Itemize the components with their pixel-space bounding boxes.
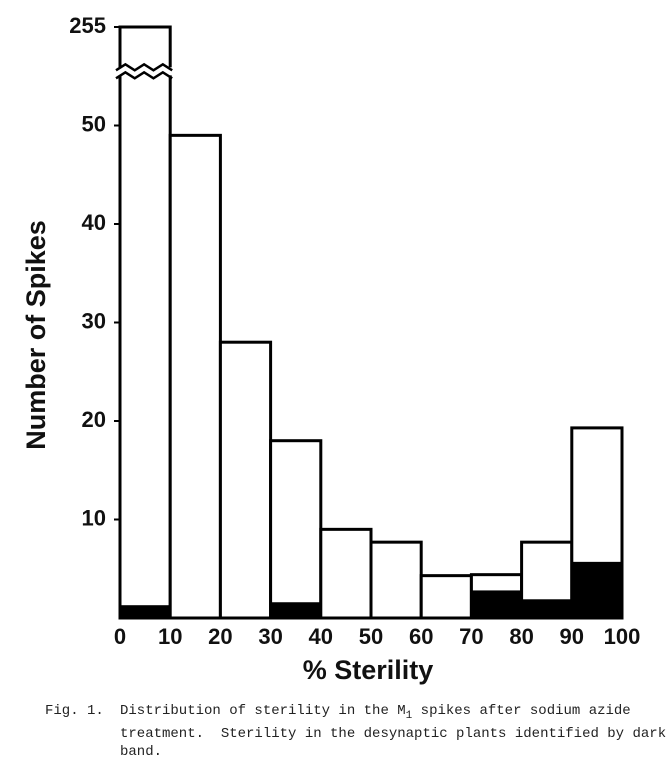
bar — [168, 133, 222, 620]
caption-text: Distribution of sterility in the M — [120, 703, 406, 719]
axis-break — [115, 62, 173, 72]
x-axis-label: % Sterility — [303, 655, 434, 685]
x-tick-label: 10 — [158, 624, 182, 649]
chart: % Sterility Number of Spikes 10 20 30 40 50 2… — [21, 13, 641, 685]
x-tick-label: 90 — [560, 624, 584, 649]
caption-label: Fig. 1. — [45, 703, 104, 719]
bar — [369, 540, 423, 620]
caption: Distribution of sterility in the M1 spik… — [120, 702, 670, 761]
bar — [419, 574, 473, 620]
y-tick-label: 40 — [82, 210, 106, 235]
x-tick-label: 70 — [459, 624, 483, 649]
caption-text: spikes after sodium azide treatment. Ste… — [120, 703, 667, 760]
x-tick-label: 40 — [309, 624, 333, 649]
bar — [269, 439, 323, 620]
caption-subscript: 1 — [405, 709, 413, 722]
x-tick-label: 80 — [509, 624, 533, 649]
bar — [218, 340, 273, 620]
bar — [319, 527, 373, 620]
dark-band — [571, 561, 622, 618]
y-tick-label: 50 — [82, 111, 106, 136]
dark-band — [471, 590, 522, 618]
axis-break-gap — [114, 67, 173, 76]
y-axis-label: Number of Spikes — [21, 220, 51, 450]
dark-band — [521, 599, 572, 618]
x-tick-label: 100 — [604, 624, 641, 649]
y-tick-label: 255 — [69, 13, 106, 38]
dark-band — [270, 602, 321, 618]
x-tick-label: 30 — [258, 624, 282, 649]
x-tick-label: 60 — [409, 624, 433, 649]
bar — [118, 25, 172, 620]
x-tick-label: 20 — [208, 624, 232, 649]
x-tick-label: 50 — [359, 624, 383, 649]
y-tick-label: 30 — [82, 308, 106, 333]
y-tick-label: 10 — [82, 505, 106, 530]
x-tick-label: 0 — [114, 624, 126, 649]
dark-band — [120, 605, 171, 618]
y-tick-label: 20 — [82, 407, 106, 432]
axis-break — [115, 70, 173, 80]
